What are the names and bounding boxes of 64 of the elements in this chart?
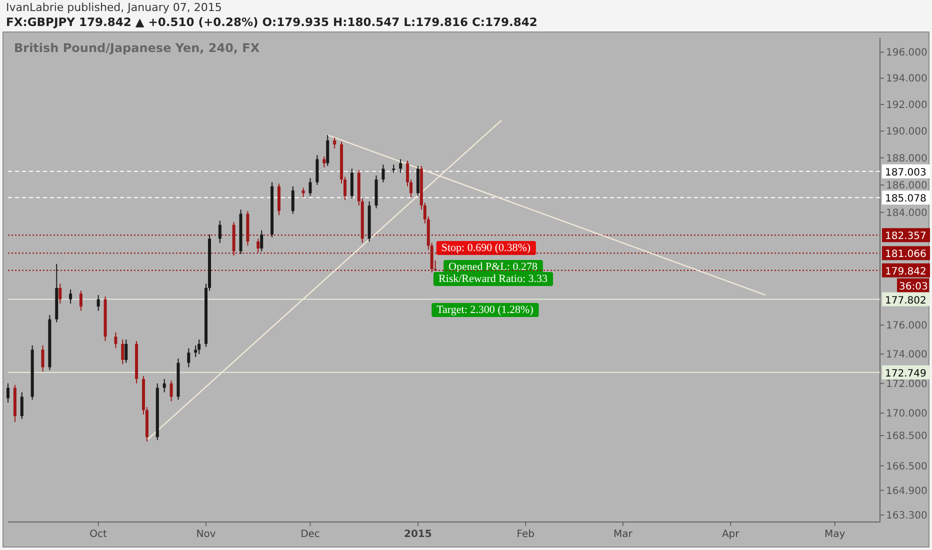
candlestick xyxy=(170,380,173,402)
x-tick-label: Mar xyxy=(613,529,634,540)
candlestick xyxy=(96,294,100,312)
candlestick xyxy=(302,187,305,198)
candlestick xyxy=(20,392,24,420)
y-tick-label: 190.000 xyxy=(886,126,928,138)
candlestick xyxy=(41,344,44,372)
text: IvanLabrie published, January 07, 2015 xyxy=(6,1,222,14)
annotation: Stop: 0.690 (0.38%) xyxy=(441,242,531,254)
y-tick-label: 184.000 xyxy=(886,208,928,219)
y-tick-label: 192.000 xyxy=(886,100,928,111)
candlestick xyxy=(198,339,201,355)
candlestick xyxy=(399,158,402,174)
y-tick-label: 194.000 xyxy=(886,74,928,85)
candlestick xyxy=(291,186,294,214)
chart-subtitle: FX:GBPJPY 179.842 ▲ +0.510 (+0.28%) O:179.935 H:180.547 L:179.816 C:179.842 xyxy=(6,15,538,29)
x-tick-label: Nov xyxy=(196,529,216,540)
candlestick xyxy=(114,332,118,349)
candlestick xyxy=(256,238,260,254)
y-tick-label: 172.000 xyxy=(886,378,928,390)
candlestick xyxy=(260,230,264,252)
candlestick xyxy=(218,220,222,244)
candlestick xyxy=(187,348,190,368)
y-tick-label: 174.000 xyxy=(886,350,928,361)
candlestick xyxy=(121,339,124,365)
y-tick-label: 163.300 xyxy=(886,510,928,522)
candlestick xyxy=(382,164,385,183)
annotation: Target: 2.300 (1.28%) xyxy=(436,304,534,316)
ref-line-label: 181.066 xyxy=(885,249,926,260)
candlestick xyxy=(69,288,72,304)
ref-line-label: 185.078 xyxy=(885,194,926,205)
y-tick-label: 176.000 xyxy=(886,320,928,332)
y-tick-label: 170.000 xyxy=(886,408,928,420)
candlestick xyxy=(308,178,312,196)
y-tick-label: 196.000 xyxy=(886,48,928,59)
candlestick xyxy=(322,156,326,168)
ref-line-label: 187.003 xyxy=(885,167,926,178)
y-tick-label: 168.500 xyxy=(886,431,928,442)
x-tick-label: 2015 xyxy=(404,529,432,540)
y-tick-label: 188.000 xyxy=(886,153,928,164)
candlestick xyxy=(58,283,62,304)
candlestick xyxy=(79,290,82,312)
chart-title: British Pound/Japanese Yen, 240, FX xyxy=(14,41,260,55)
candlestick xyxy=(333,137,336,149)
candlestick xyxy=(350,168,354,200)
x-tick-label: Oct xyxy=(90,529,108,540)
annotation: Risk/Reward Ratio: 3.33 xyxy=(438,273,548,285)
annotation: Opened P&L: 0.278 xyxy=(448,261,538,273)
y-tick-label: 166.500 xyxy=(886,461,928,472)
y-tick-label: 186.000 xyxy=(886,180,928,192)
ref-line-label: 172.749 xyxy=(885,368,926,380)
x-tick-label: Dec xyxy=(300,529,320,540)
ref-line-label: 182.357 xyxy=(885,231,926,242)
x-tick-label: Feb xyxy=(516,529,534,540)
y-tick-label: 164.900 xyxy=(886,486,928,497)
candlestick xyxy=(6,382,10,404)
candlestick xyxy=(326,134,330,166)
x-tick-label: May xyxy=(824,529,846,540)
candlestick xyxy=(162,378,166,393)
candlestick xyxy=(124,339,128,364)
legend-label: 179.842 36:03 xyxy=(885,266,928,292)
x-tick-label: Apr xyxy=(722,529,740,540)
candlestick xyxy=(316,154,319,186)
ref-line-label: 177.802 xyxy=(885,295,926,306)
